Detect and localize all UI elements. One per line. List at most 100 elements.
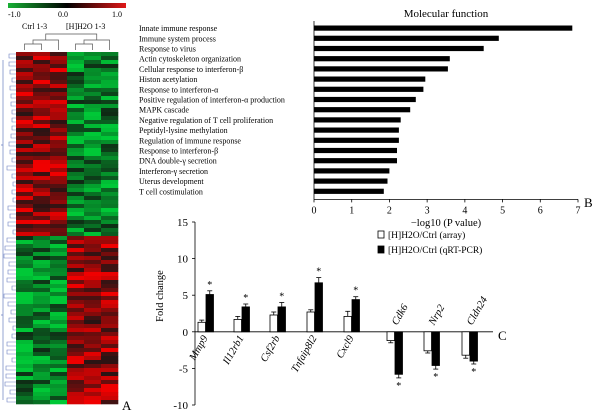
heatmap-cell xyxy=(101,116,119,121)
heatmap-cell xyxy=(67,328,85,333)
bar xyxy=(314,86,424,92)
heatmap-cell xyxy=(84,112,102,117)
dendrogram-branch xyxy=(11,285,16,291)
heatmap-cell xyxy=(16,100,34,105)
heatmap-cell xyxy=(33,252,51,257)
category-label: Actin cytoskeleton organization xyxy=(139,55,241,64)
heatmap-cell xyxy=(33,344,51,349)
heatmap-cell xyxy=(50,308,68,313)
heatmap-cell xyxy=(67,104,85,109)
heatmap-cell xyxy=(84,288,102,293)
heatmap-cell xyxy=(50,160,68,165)
bar xyxy=(197,321,206,333)
heatmap-cell xyxy=(16,156,34,161)
heatmap-cell xyxy=(101,264,119,269)
heatmap-cell xyxy=(50,148,68,153)
heatmap-cell xyxy=(50,400,68,405)
dendrogram-branch xyxy=(45,33,98,40)
heatmap-cell xyxy=(16,76,34,81)
heatmap-cell xyxy=(84,236,102,241)
heatmap-cell xyxy=(16,376,34,381)
heatmap-cell xyxy=(33,392,51,397)
heatmap-cell xyxy=(84,172,102,177)
heatmap-cell xyxy=(16,84,34,89)
category-label: Immune system process xyxy=(139,34,216,43)
heatmap-cell xyxy=(67,136,85,141)
heatmap-cell xyxy=(101,136,119,141)
heatmap-cell xyxy=(67,160,85,165)
category-label: Response to interferon-β xyxy=(139,147,218,156)
dendrogram-branch xyxy=(3,253,16,259)
heatmap-cell xyxy=(67,272,85,277)
heatmap-cell xyxy=(101,312,119,317)
heatmap-cell xyxy=(84,124,102,129)
heatmap-cell xyxy=(33,156,51,161)
heatmap-cell xyxy=(50,140,68,145)
bar xyxy=(314,158,397,164)
heatmap-cell xyxy=(101,272,119,277)
heatmap-cell xyxy=(101,296,119,301)
heatmap-cell xyxy=(67,340,85,345)
heatmap-cell xyxy=(84,292,102,297)
heatmap-cell xyxy=(16,332,34,337)
heatmap-cell xyxy=(84,200,102,205)
bar xyxy=(314,76,426,82)
heatmap-cell xyxy=(67,184,85,189)
dendrogram-branch xyxy=(9,85,16,91)
heatmap-cell xyxy=(33,260,51,265)
heatmap-cell xyxy=(101,212,119,217)
bar xyxy=(314,96,416,103)
heatmap-cell xyxy=(67,240,85,245)
heatmap-cell xyxy=(16,292,34,297)
heatmap-cell xyxy=(16,64,34,69)
legend-swatch xyxy=(377,245,385,254)
heatmap-cell xyxy=(84,184,102,189)
heatmap-cell xyxy=(50,284,68,289)
heatmap-cell xyxy=(101,120,119,125)
heatmap-cell xyxy=(84,160,102,165)
heatmap-cell xyxy=(33,176,51,181)
dendrogram-branch xyxy=(5,373,16,379)
heatmap-cell xyxy=(50,236,68,241)
heatmap-cell xyxy=(16,268,34,273)
heatmap-cell xyxy=(84,364,102,369)
heatmap-cell xyxy=(101,84,119,89)
heatmap-cell xyxy=(101,152,119,157)
y-tick-label: 15 xyxy=(177,217,189,229)
heatmap-cell xyxy=(50,232,68,237)
heatmap-cell xyxy=(101,200,119,205)
heatmap-cell xyxy=(50,312,68,317)
bar xyxy=(351,299,360,333)
heatmap-cell xyxy=(101,128,119,133)
heatmap-cell xyxy=(50,264,68,269)
heatmap-cell xyxy=(33,324,51,329)
heatmap-cell xyxy=(67,96,85,101)
heatmap-cell xyxy=(67,252,85,257)
heatmap-cell xyxy=(50,252,68,257)
category-label: Uterus development xyxy=(139,177,204,186)
heatmap-cell xyxy=(67,256,85,261)
heatmap-cell xyxy=(16,340,34,345)
heatmap-cell xyxy=(50,332,68,337)
heatmap-cell xyxy=(16,304,34,309)
bar xyxy=(233,318,242,333)
significance-mark: * xyxy=(316,267,321,278)
bar xyxy=(343,315,352,333)
bar xyxy=(314,35,499,41)
heatmap-cell xyxy=(67,228,85,233)
heatmap-cell xyxy=(16,108,34,113)
bar xyxy=(314,178,388,184)
heatmap-cell xyxy=(67,148,85,153)
heatmap-cell xyxy=(67,92,85,97)
dendrogram-branch xyxy=(11,157,16,163)
bar xyxy=(423,331,432,352)
heatmap-cell xyxy=(50,392,68,397)
heatmap-cell xyxy=(33,328,51,333)
heatmap-cell xyxy=(67,360,85,365)
heatmap-cell xyxy=(84,156,102,161)
heatmap-cell xyxy=(16,180,34,185)
heatmap-cell xyxy=(67,52,85,57)
significance-mark: * xyxy=(433,372,438,383)
heatmap-cell xyxy=(50,356,68,361)
heatmap-cell xyxy=(33,364,51,369)
